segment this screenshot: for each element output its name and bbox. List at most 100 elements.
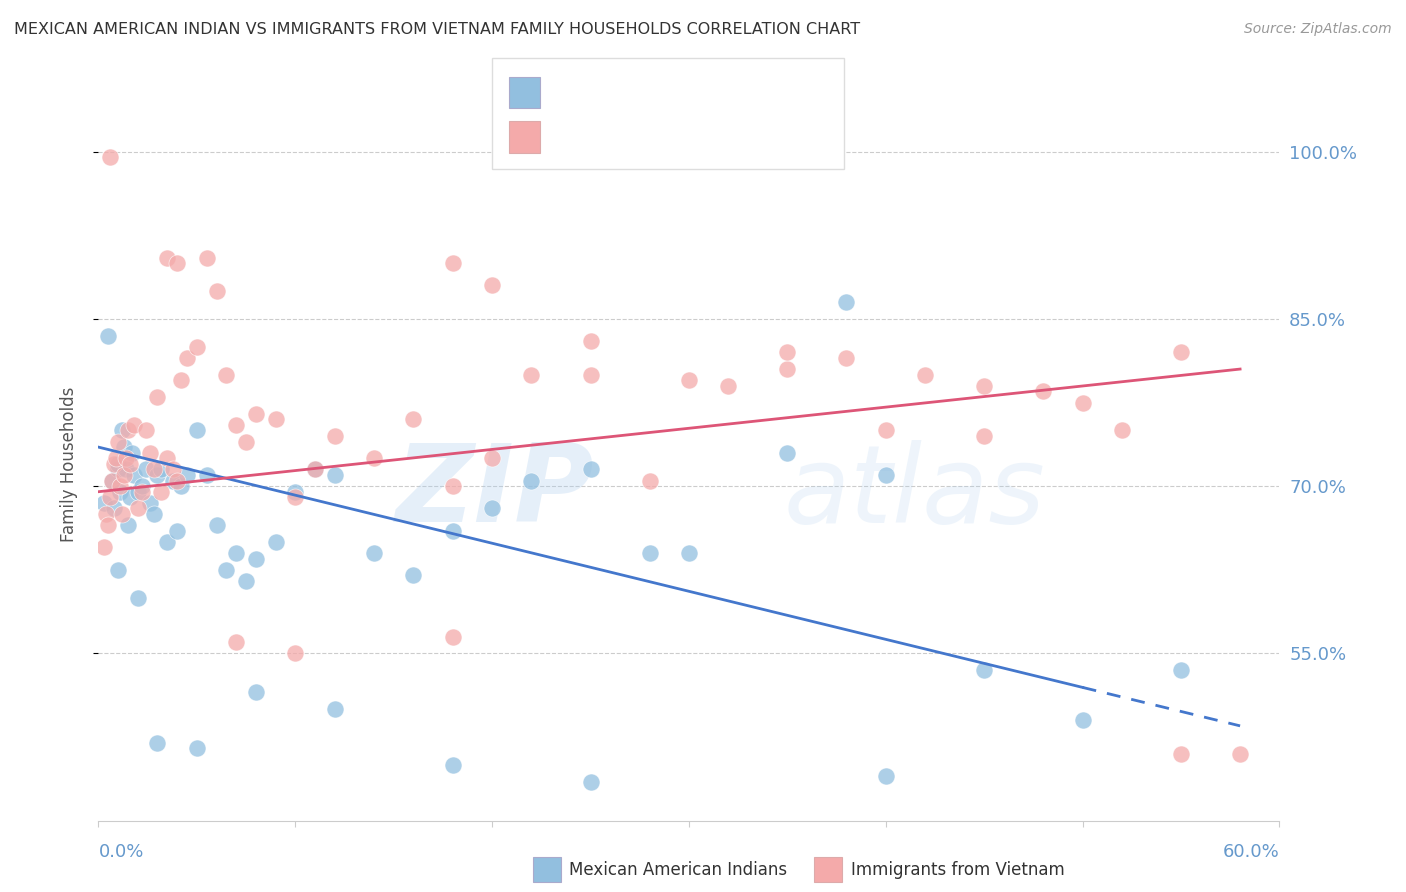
Point [441, 757, 464, 772]
Point [115, 462, 138, 476]
Point [195, 251, 218, 265]
Point [1229, 747, 1251, 761]
Point [481, 451, 503, 466]
Point [776, 345, 799, 359]
Point [186, 741, 208, 756]
Point [875, 467, 897, 482]
Point [131, 484, 153, 499]
Point [402, 412, 425, 426]
Point [150, 484, 173, 499]
Text: Source: ZipAtlas.com: Source: ZipAtlas.com [1244, 22, 1392, 37]
Point [264, 534, 287, 549]
Point [107, 457, 129, 471]
Point [138, 445, 160, 460]
Point [162, 462, 184, 476]
Point [579, 368, 602, 382]
Point [186, 340, 208, 354]
Point [441, 524, 464, 538]
Point [245, 551, 267, 566]
Point [117, 518, 139, 533]
Point [186, 424, 208, 438]
Point [117, 424, 139, 438]
Point [678, 373, 700, 387]
Point [127, 484, 149, 499]
Point [166, 524, 188, 538]
Point [717, 378, 740, 392]
Point [127, 591, 149, 605]
Point [402, 568, 425, 582]
Point [98, 490, 121, 504]
Point [481, 501, 503, 516]
Text: ZIP: ZIP [396, 440, 595, 545]
Point [111, 424, 134, 438]
Point [264, 412, 287, 426]
Point [638, 474, 661, 488]
Text: 60.0%: 60.0% [1223, 843, 1279, 861]
Point [138, 496, 160, 510]
Point [235, 574, 257, 588]
Point [835, 295, 858, 310]
Point [579, 462, 602, 476]
Point [441, 479, 464, 493]
Point [118, 457, 141, 471]
Point [481, 278, 503, 293]
Point [638, 546, 661, 560]
Point [156, 451, 179, 466]
Point [579, 334, 602, 348]
Text: R = -0.378   N = 60: R = -0.378 N = 60 [547, 83, 754, 101]
Point [96, 507, 118, 521]
Point [304, 462, 326, 476]
Point [284, 484, 307, 499]
Point [323, 467, 346, 482]
Point [225, 417, 247, 432]
Point [875, 424, 897, 438]
Point [914, 368, 936, 382]
Point [973, 429, 995, 443]
Point [520, 368, 543, 382]
Point [108, 484, 131, 499]
Point [135, 462, 157, 476]
Point [520, 474, 543, 488]
Point [245, 685, 267, 699]
Text: R =  0.178   N = 70: R = 0.178 N = 70 [547, 128, 754, 145]
Text: 0.0%: 0.0% [98, 843, 143, 861]
Point [205, 284, 228, 298]
Point [215, 563, 238, 577]
Point [142, 507, 165, 521]
Point [235, 434, 257, 449]
Point [112, 440, 135, 454]
Point [93, 541, 115, 555]
Point [323, 702, 346, 716]
Point [115, 451, 138, 466]
Point [107, 434, 129, 449]
Point [131, 479, 153, 493]
Point [176, 467, 198, 482]
Point [1170, 345, 1192, 359]
Point [835, 351, 858, 365]
Point [166, 256, 188, 270]
Point [176, 351, 198, 365]
Point [323, 429, 346, 443]
Point [284, 490, 307, 504]
Point [441, 256, 464, 270]
Point [170, 373, 193, 387]
Point [973, 663, 995, 677]
Point [973, 378, 995, 392]
Point [111, 507, 134, 521]
Point [105, 451, 128, 466]
Point [225, 546, 247, 560]
Point [122, 417, 145, 432]
Point [135, 424, 157, 438]
Point [195, 467, 218, 482]
Point [1071, 395, 1094, 409]
Point [121, 445, 143, 460]
Point [101, 474, 124, 488]
Point [1032, 384, 1054, 399]
Point [103, 501, 125, 516]
Point [146, 390, 169, 404]
Text: atlas: atlas [783, 440, 1045, 545]
Point [205, 518, 228, 533]
Point [142, 462, 165, 476]
Point [441, 630, 464, 644]
Point [225, 635, 247, 649]
